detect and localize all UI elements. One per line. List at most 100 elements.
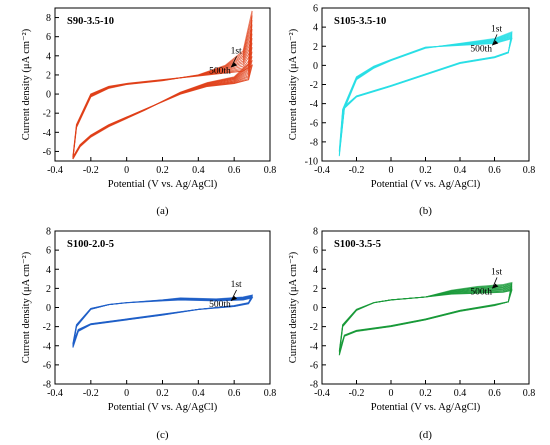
y-tick-label: -4 [43, 341, 51, 352]
y-tick-label: -6 [310, 360, 318, 371]
y-tick-label: -2 [310, 322, 318, 333]
cv-cycle [338, 36, 513, 153]
x-tick-label: 0.4 [454, 388, 467, 399]
x-axis-label: Potential (V vs. Ag/AgCl) [371, 179, 481, 190]
annotation-last-cycle: 500th [209, 300, 231, 310]
y-axis-label: Current density (μA cm⁻²) [21, 28, 32, 140]
cv-cycle-500th [72, 64, 253, 158]
cv-traces [72, 294, 254, 348]
x-tick-label: 0 [389, 165, 394, 176]
y-tick-label: -8 [310, 137, 318, 148]
y-axis-label: Current density (μA cm⁻²) [288, 251, 299, 363]
annotation-arrow [230, 56, 237, 68]
y-tick-label: 0 [313, 61, 318, 72]
cv-cycle [72, 33, 253, 159]
annotation-last-cycle: 500th [470, 44, 492, 54]
x-tick-label: 0.4 [192, 165, 205, 176]
x-axis-label: Potential (V vs. Ag/AgCl) [371, 402, 481, 413]
panel-caption: (b) [419, 205, 432, 217]
cv-cycle [338, 288, 513, 353]
y-tick-label: 8 [46, 13, 51, 24]
x-axis-label: Potential (V vs. Ag/AgCl) [108, 402, 218, 413]
annotation-last-cycle: 500th [470, 287, 492, 297]
x-tick-label: 0.2 [156, 388, 169, 399]
x-tick-label: -0.2 [349, 388, 365, 399]
sample-title: S105-3.5-10 [334, 16, 386, 27]
plot-frame [321, 230, 530, 385]
annotation-arrow [230, 289, 237, 302]
y-tick-label: -2 [43, 322, 51, 333]
panel-caption: (d) [419, 429, 432, 441]
annotation-first-cycle: 1st [231, 46, 242, 56]
y-tick-label: 4 [313, 265, 318, 276]
panel-caption: (c) [156, 429, 169, 441]
y-tick-label: 0 [46, 303, 51, 314]
y-axis-label: Current density (μA cm⁻²) [288, 28, 299, 140]
x-tick-label: 0.2 [419, 388, 432, 399]
y-tick-label: -2 [310, 80, 318, 91]
y-tick-label: 6 [313, 4, 318, 15]
annotation-first-cycle: 1st [491, 267, 502, 277]
y-tick-label: -4 [310, 341, 318, 352]
x-tick-label: 0.4 [192, 388, 205, 399]
panel-c: -0.4 -0.2 0 0.2 0.4 0.6 0.8 -8 -6 -4 -2 0 2 4 6 8 Potent… [21, 227, 276, 442]
x-axis-label: Potential (V vs. Ag/AgCl) [108, 179, 218, 190]
x-tick-label: 0.6 [488, 388, 501, 399]
x-tick-label: 0.8 [264, 388, 277, 399]
y-tick-label: -10 [305, 157, 318, 168]
annotation-arrow [491, 277, 498, 289]
arrow-head [492, 283, 499, 289]
sample-title: S90-3.5-10 [67, 16, 114, 27]
arrow-head [231, 62, 238, 68]
y-tick-label: -2 [43, 109, 51, 120]
x-tick-label: -0.2 [83, 388, 99, 399]
sample-title: S100-3.5-5 [334, 239, 381, 250]
cv-cycle [338, 37, 513, 152]
x-tick-label: 0.6 [488, 165, 501, 176]
arrow-head [231, 295, 238, 301]
y-tick-label: -6 [43, 147, 51, 158]
annotation-arrow [491, 34, 498, 46]
x-tick-label: 0 [124, 165, 129, 176]
y-tick-label: 6 [46, 32, 51, 43]
panel-b: -0.4 -0.2 0 0.2 0.4 0.6 0.8 -10 -8 -6 -4 -2 0 2 4 6 Pote… [288, 4, 535, 218]
cv-cycle [72, 28, 253, 159]
x-tick-label: 0.8 [523, 165, 536, 176]
y-tick-label: 8 [313, 227, 318, 238]
x-tick-label: 0.4 [454, 165, 467, 176]
y-tick-label: -4 [43, 128, 51, 139]
cv-cycle [72, 37, 253, 159]
cv-cycle [72, 15, 253, 160]
annotation-first-cycle: 1st [491, 24, 502, 34]
x-tick-label: -0.2 [349, 165, 365, 176]
plot-frame [54, 230, 271, 385]
y-tick-label: 4 [46, 51, 51, 62]
annotation-last-cycle: 500th [209, 66, 231, 76]
y-tick-label: 2 [313, 42, 318, 53]
cv-cycle [338, 289, 513, 352]
arrow-head [492, 40, 499, 46]
cv-cycle-500th [338, 37, 513, 152]
y-tick-label: 6 [313, 246, 318, 257]
x-tick-label: -0.4 [314, 388, 330, 399]
y-tick-label: -6 [310, 118, 318, 129]
y-tick-label: 8 [46, 227, 51, 238]
y-tick-label: 0 [313, 303, 318, 314]
x-tick-label: 0 [124, 388, 129, 399]
cv-cycle [72, 42, 253, 159]
x-tick-label: 0.8 [264, 165, 277, 176]
x-tick-label: -0.4 [47, 388, 63, 399]
panel-caption: (a) [156, 205, 169, 217]
cv-cycle-500th [72, 297, 254, 344]
y-tick-label: 0 [46, 90, 51, 101]
cv-traces [338, 31, 513, 157]
y-tick-label: -6 [43, 360, 51, 371]
y-tick-label: 4 [46, 265, 51, 276]
cv-traces [338, 281, 513, 356]
sample-title: S100-2.0-5 [67, 239, 114, 250]
x-tick-label: 0.6 [228, 165, 241, 176]
x-tick-label: 0.2 [419, 165, 432, 176]
x-tick-label: 0.2 [156, 165, 169, 176]
y-tick-label: 4 [313, 23, 318, 34]
